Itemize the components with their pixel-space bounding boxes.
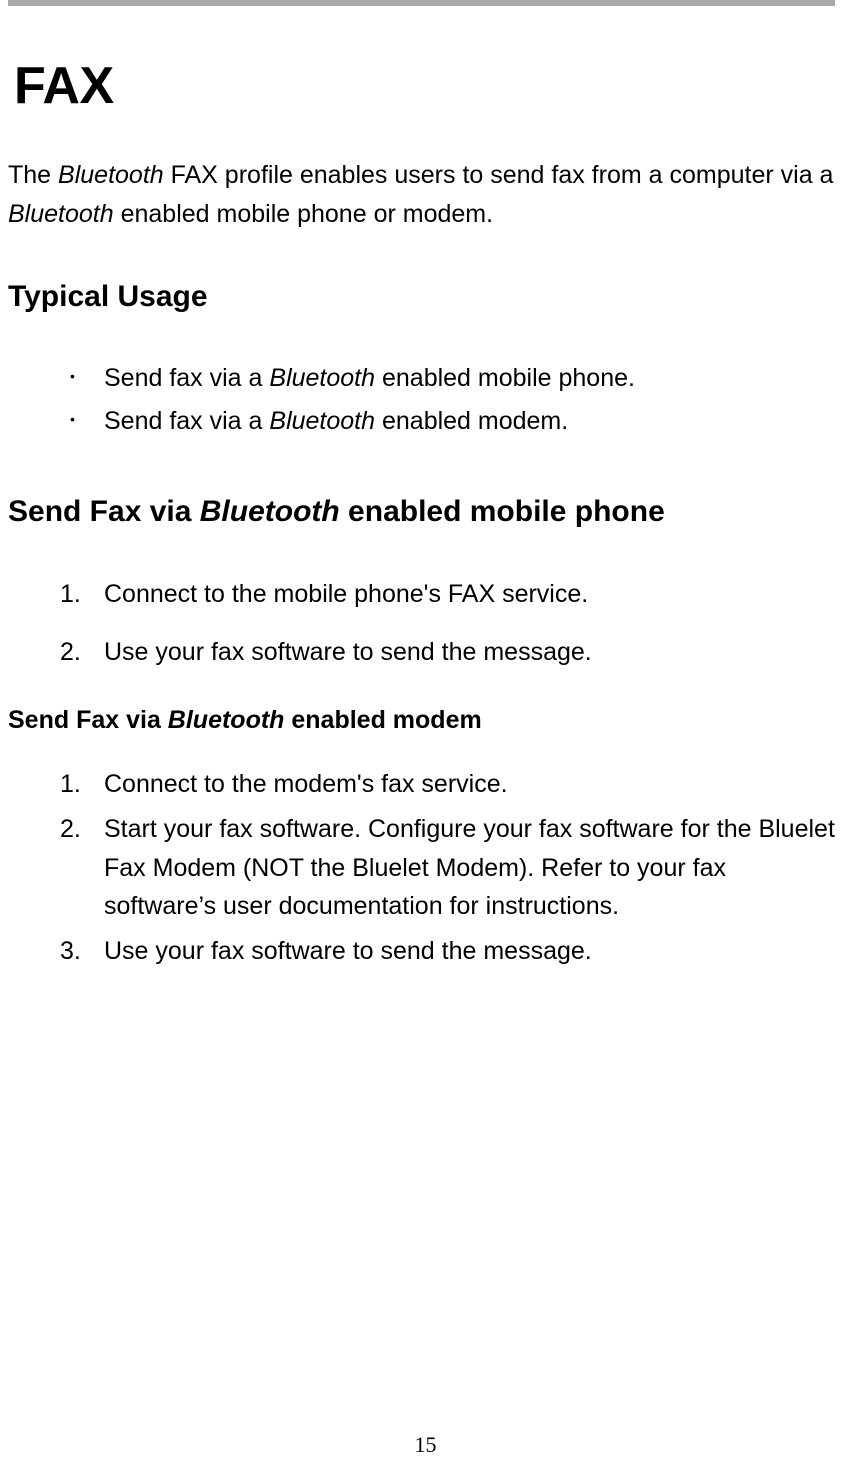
list-item: Use your fax software to send the messag… <box>60 633 835 672</box>
phone-steps-list: Connect to the mobile phone's FAX servic… <box>60 575 835 673</box>
page-number: 15 <box>0 1432 851 1458</box>
modem-steps-list: Connect to the modem's fax service. Star… <box>60 765 835 971</box>
list-item: Connect to the modem's fax service. <box>60 765 835 804</box>
intro-text: FAX profile enables users to send fax fr… <box>164 161 834 189</box>
heading-text: enabled mobile phone <box>340 495 665 528</box>
document-page: FAX The Bluetooth FAX profile enables us… <box>0 0 851 1478</box>
list-item: Send fax via a Bluetooth enabled mobile … <box>64 360 835 398</box>
list-item-italic: Bluetooth <box>269 364 375 392</box>
subheading-text: enabled modem <box>284 706 481 734</box>
list-item: Use your fax software to send the messag… <box>60 932 835 971</box>
section-heading-typical-usage: Typical Usage <box>8 280 835 314</box>
intro-paragraph: The Bluetooth FAX profile enables users … <box>8 156 835 234</box>
intro-text: The <box>8 161 58 189</box>
list-item: Connect to the mobile phone's FAX servic… <box>60 575 835 614</box>
page-title: FAX <box>14 56 835 116</box>
subheading-send-fax-modem: Send Fax via Bluetooth enabled modem <box>8 706 835 735</box>
intro-italic-2: Bluetooth <box>8 200 114 228</box>
list-item-text: enabled modem. <box>375 407 568 435</box>
intro-text: enabled mobile phone or modem. <box>114 200 493 228</box>
subheading-italic: Bluetooth <box>168 706 285 734</box>
list-item: Start your fax software. Configure your … <box>60 810 835 926</box>
typical-usage-list: Send fax via a Bluetooth enabled mobile … <box>64 360 835 441</box>
list-item-text: Send fax via a <box>104 364 269 392</box>
heading-italic: Bluetooth <box>200 495 340 528</box>
list-item-italic: Bluetooth <box>269 407 375 435</box>
list-item: Send fax via a Bluetooth enabled modem. <box>64 403 835 441</box>
intro-italic-1: Bluetooth <box>58 161 164 189</box>
header-rule <box>8 0 835 6</box>
heading-text: Send Fax via <box>8 495 200 528</box>
section-heading-send-fax-phone: Send Fax via Bluetooth enabled mobile ph… <box>8 495 835 529</box>
subheading-text: Send Fax via <box>8 706 168 734</box>
list-item-text: enabled mobile phone. <box>375 364 635 392</box>
list-item-text: Send fax via a <box>104 407 269 435</box>
